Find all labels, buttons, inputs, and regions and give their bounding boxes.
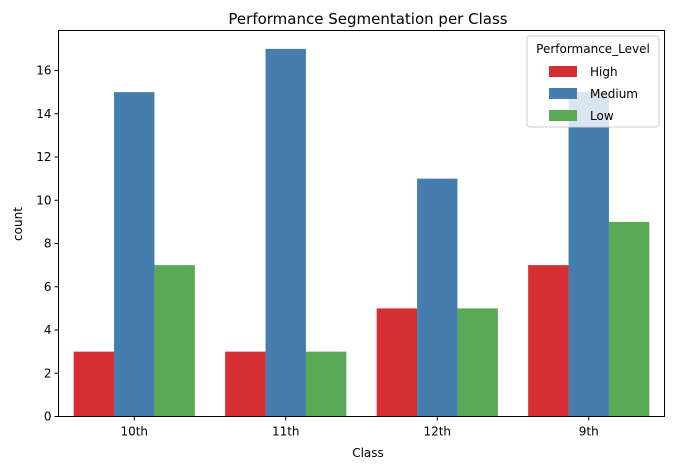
bar-medium-10th bbox=[114, 92, 155, 417]
x-tick-label: 12th bbox=[423, 425, 451, 439]
bar-high-12th bbox=[376, 308, 418, 417]
y-axis-label: count bbox=[11, 207, 25, 241]
bars-group bbox=[73, 48, 650, 417]
y-tick-label: 6 bbox=[44, 280, 52, 294]
y-axis: 0 2 4 6 8 10 12 14 16 bbox=[36, 64, 59, 424]
legend-label-low: Low bbox=[590, 109, 614, 123]
x-tick-label: 11th bbox=[272, 425, 300, 439]
y-tick-label: 4 bbox=[44, 323, 52, 337]
bar-medium-9th bbox=[568, 92, 609, 417]
legend-swatch-high bbox=[549, 66, 577, 77]
legend-swatch-medium bbox=[549, 88, 577, 99]
legend-label-high: High bbox=[590, 65, 618, 79]
legend-box bbox=[526, 35, 660, 128]
bar-low-9th bbox=[608, 221, 650, 417]
x-tick-label: 10th bbox=[120, 425, 148, 439]
y-tick-label: 8 bbox=[44, 237, 52, 251]
y-tick-label: 12 bbox=[36, 150, 51, 164]
x-axis: 10th 11th 12th 9th bbox=[120, 416, 599, 439]
y-tick-label: 0 bbox=[44, 410, 52, 424]
y-tick-label: 16 bbox=[36, 64, 51, 78]
x-axis-label: Class bbox=[352, 446, 384, 460]
bar-medium-12th bbox=[417, 178, 458, 417]
y-tick-label: 10 bbox=[36, 193, 51, 207]
bar-low-10th bbox=[154, 265, 195, 417]
legend-title: Performance_Level bbox=[536, 42, 650, 56]
y-tick-label: 14 bbox=[36, 107, 51, 121]
y-tick-label: 2 bbox=[44, 366, 52, 380]
plot-frame bbox=[58, 30, 665, 417]
bar-high-9th bbox=[528, 265, 569, 417]
bar-low-11th bbox=[305, 351, 347, 417]
legend-swatch-low bbox=[549, 110, 577, 121]
bar-high-10th bbox=[73, 351, 115, 417]
legend-label-medium: Medium bbox=[590, 87, 638, 101]
bar-high-11th bbox=[225, 351, 266, 417]
bar-medium-11th bbox=[265, 48, 306, 417]
x-tick-label: 9th bbox=[579, 425, 599, 439]
chart-title: Performance Segmentation per Class bbox=[228, 10, 507, 28]
legend: Performance_Level High Medium Low bbox=[526, 35, 660, 128]
bar-low-12th bbox=[457, 308, 498, 417]
